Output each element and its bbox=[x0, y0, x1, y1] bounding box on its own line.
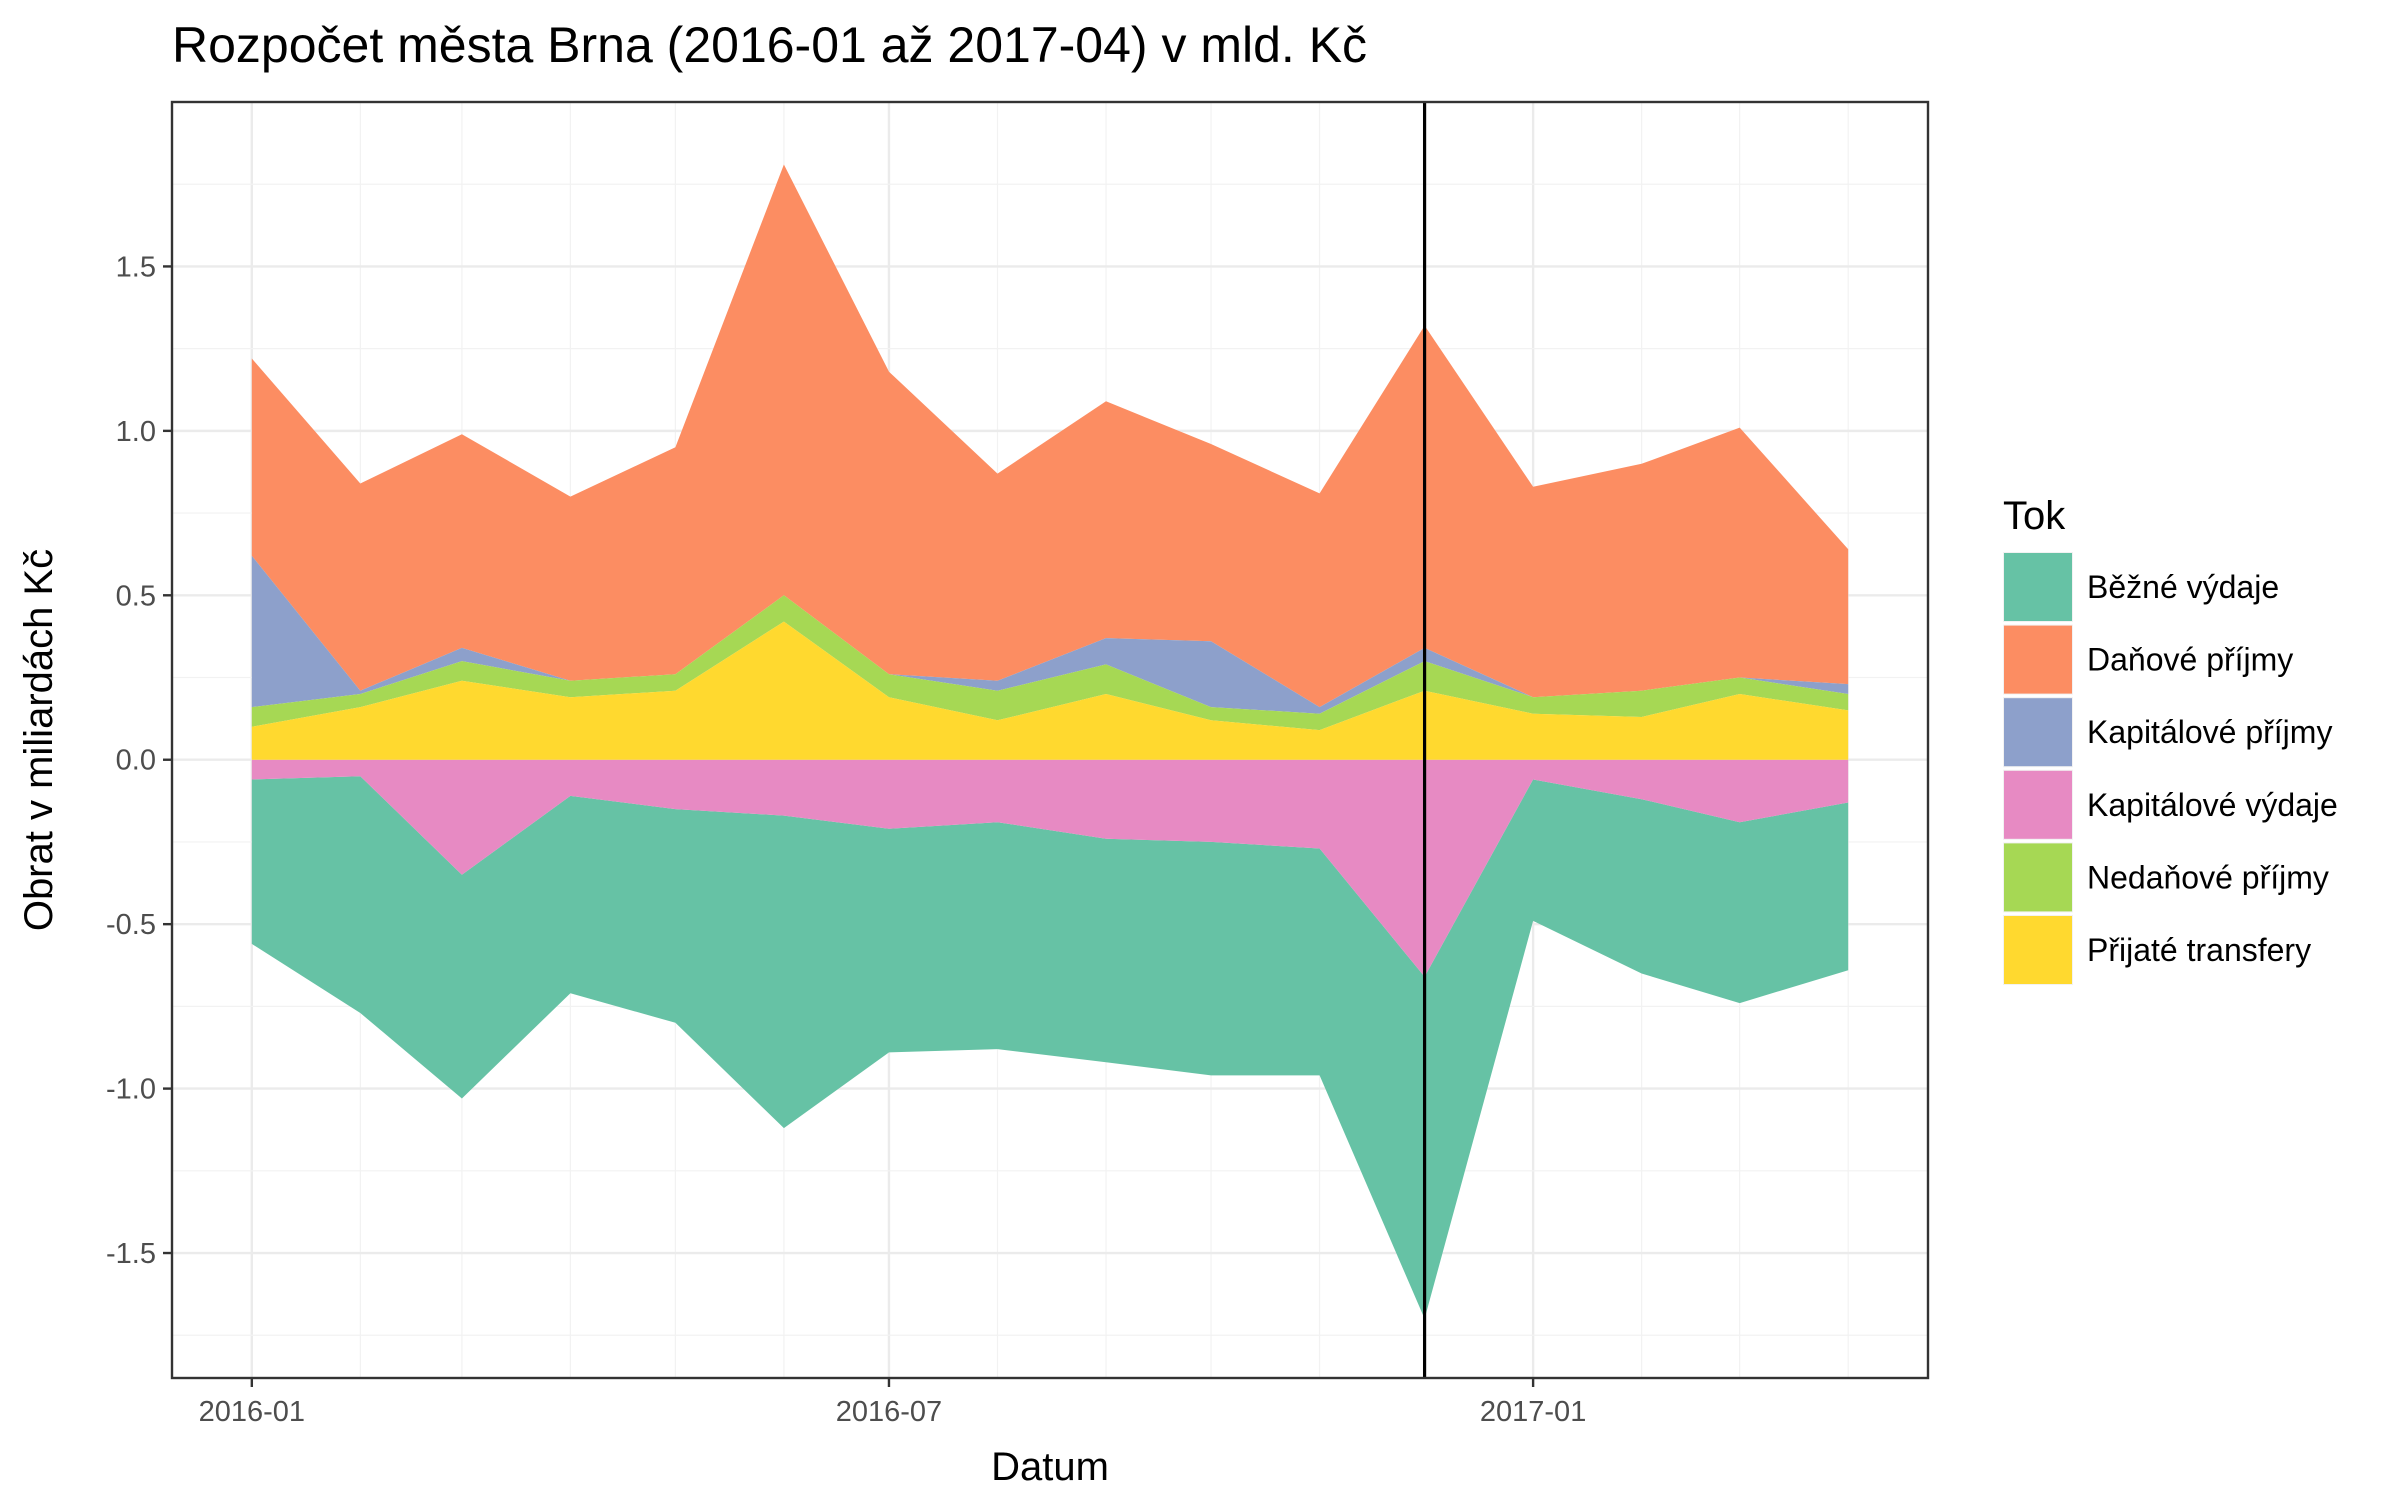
y-tick-label: 1.0 bbox=[116, 416, 156, 448]
legend-key-swatch bbox=[2004, 553, 2072, 621]
area-layer bbox=[251, 164, 1849, 1319]
legend-title: Tok bbox=[2003, 494, 2066, 538]
y-tick-label: 0.0 bbox=[116, 745, 156, 777]
y-tick-label: 1.5 bbox=[116, 251, 156, 283]
x-tick-label: 2016-07 bbox=[836, 1396, 942, 1428]
x-axis-title: Datum bbox=[991, 1445, 1109, 1489]
x-axis: 2016-01 2016-07 2017-01 bbox=[199, 1378, 1586, 1428]
x-tick-label: 2017-01 bbox=[1480, 1396, 1586, 1428]
y-tick-label: -0.5 bbox=[106, 909, 156, 941]
y-axis-title: Obrat v miliardách Kč bbox=[17, 549, 61, 931]
legend-key-swatch bbox=[2004, 916, 2072, 984]
series-area-2 bbox=[251, 164, 1849, 708]
series-area-4 bbox=[251, 759, 1849, 977]
legend: Tok Běžné výdaje Daňové příjmy Kapitálové … bbox=[2003, 494, 2338, 985]
y-tick-label: -1.0 bbox=[106, 1074, 156, 1106]
plot-panel-border bbox=[170, 100, 1930, 1380]
legend-label: Přijaté transfery bbox=[2087, 932, 2311, 968]
legend-label: Nedaňové příjmy bbox=[2087, 859, 2329, 895]
series-area-5 bbox=[251, 595, 1849, 731]
series-area-6 bbox=[251, 621, 1849, 760]
legend-key-swatch bbox=[2004, 770, 2072, 839]
legend-label: Kapitálové příjmy bbox=[2087, 714, 2332, 750]
legend-label: Běžné výdaje bbox=[2087, 569, 2279, 605]
chart-title: Rozpočet města Brna (2016-01 až 2017-04)… bbox=[172, 17, 1367, 73]
legend-label: Kapitálové výdaje bbox=[2087, 787, 2338, 823]
series-area-1 bbox=[251, 776, 1849, 1319]
y-axis: 1.5 1.0 0.5 0.0 -0.5 -1.0 -1.5 bbox=[106, 251, 172, 1270]
y-tick-label: -1.5 bbox=[106, 1238, 156, 1270]
legend-key-swatch bbox=[2004, 698, 2072, 767]
legend-key-swatch bbox=[2004, 843, 2072, 912]
legend-label: Daňové příjmy bbox=[2087, 642, 2293, 678]
x-tick-label: 2016-01 bbox=[199, 1396, 305, 1428]
y-tick-label: 0.5 bbox=[116, 580, 156, 612]
legend-key-swatch bbox=[2004, 625, 2072, 694]
